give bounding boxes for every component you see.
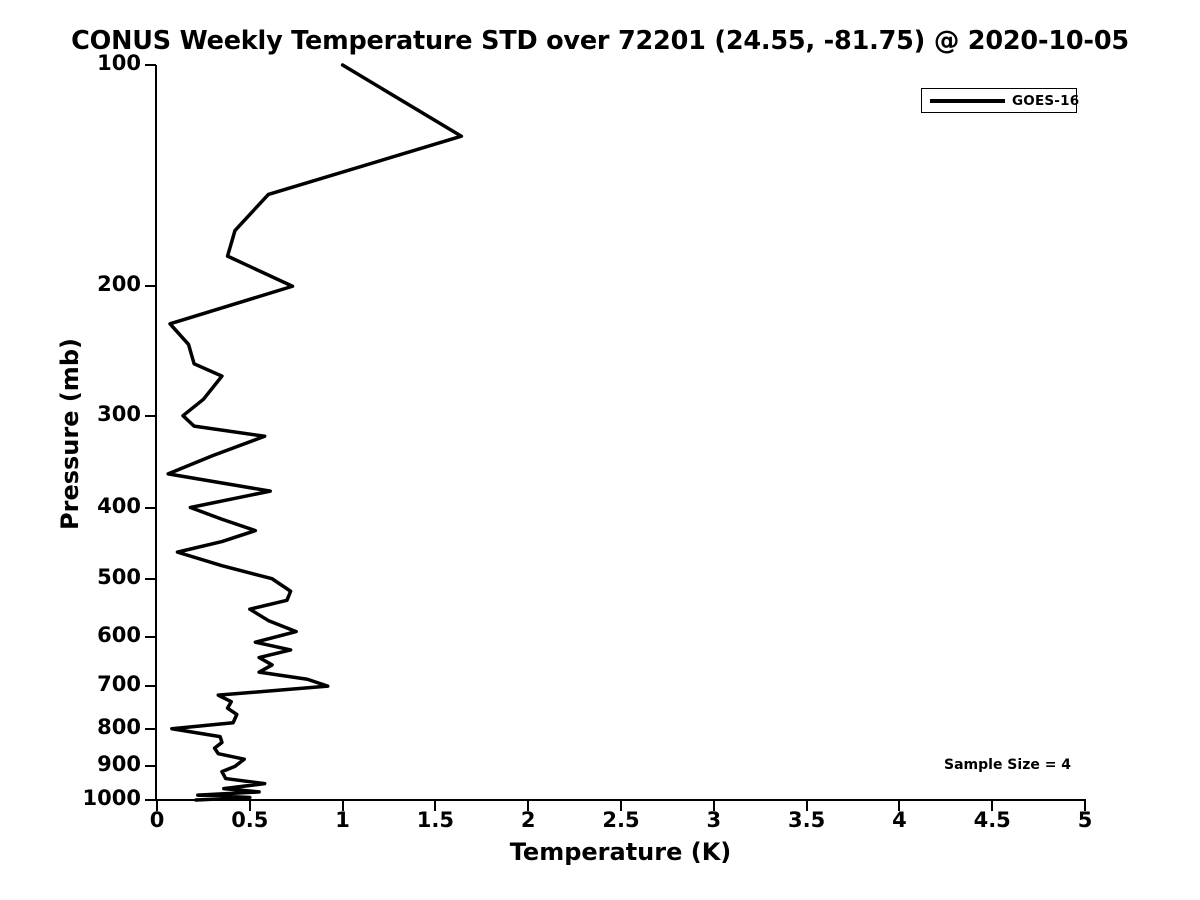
y-tick-mark xyxy=(145,765,156,768)
x-tick-label: 1 xyxy=(335,808,350,832)
y-tick-label: 800 xyxy=(97,714,141,739)
y-tick-label: 400 xyxy=(97,493,141,518)
x-tick-mark xyxy=(341,801,344,811)
y-tick-label: 1000 xyxy=(82,786,141,810)
x-tick-label: 4.5 xyxy=(973,808,1011,832)
page-title: CONUS Weekly Temperature STD over 72201 … xyxy=(71,26,1129,56)
x-tick-mark xyxy=(898,801,901,811)
y-tick-label: 100 xyxy=(97,51,141,75)
x-tick-label: 3.5 xyxy=(787,808,826,832)
x-tick-mark xyxy=(248,801,251,811)
y-axis-label: Pressure (mb) xyxy=(56,338,84,530)
y-tick-mark xyxy=(145,64,156,66)
y-tick-label: 500 xyxy=(97,564,141,589)
x-tick-label: 5 xyxy=(1077,808,1093,832)
x-tick-label: 0 xyxy=(149,808,165,832)
y-tick-mark xyxy=(145,506,156,509)
x-tick-label: 0.5 xyxy=(231,808,269,832)
x-tick-label: 3 xyxy=(706,808,722,832)
y-tick-label: 200 xyxy=(97,272,141,297)
x-tick-mark xyxy=(1084,801,1086,811)
x-tick-mark xyxy=(712,801,715,811)
y-tick-mark xyxy=(145,685,156,688)
x-axis-label: Temperature (K) xyxy=(509,838,732,866)
legend-label-goes-16: GOES-16 xyxy=(1012,93,1080,109)
x-tick-mark xyxy=(527,801,530,811)
x-axis-spine xyxy=(155,799,1086,802)
y-tick-label: 700 xyxy=(97,672,141,697)
y-tick-mark xyxy=(145,727,156,730)
x-tick-mark xyxy=(434,801,437,811)
y-axis-spine xyxy=(155,65,158,801)
legend-line-swatch xyxy=(930,99,1005,103)
y-tick-mark xyxy=(145,577,156,580)
series-line-goes-16 xyxy=(166,63,464,802)
x-tick-mark xyxy=(805,801,808,811)
sample-size-annotation: Sample Size = 4 xyxy=(944,757,1072,773)
y-tick-mark xyxy=(145,799,156,801)
x-tick-label: 1.5 xyxy=(416,808,454,832)
x-tick-label: 2 xyxy=(520,808,536,832)
y-tick-mark xyxy=(145,285,156,288)
y-tick-mark xyxy=(145,635,156,638)
x-tick-label: 4 xyxy=(892,808,907,832)
y-tick-label: 900 xyxy=(97,752,141,777)
legend: GOES-16 xyxy=(921,88,1080,113)
x-tick-mark xyxy=(620,801,622,811)
x-tick-label: 2.5 xyxy=(602,808,640,832)
y-tick-mark xyxy=(145,414,156,417)
x-tick-mark xyxy=(991,801,994,811)
x-tick-mark xyxy=(156,801,158,811)
y-tick-label: 300 xyxy=(97,401,141,426)
y-tick-label: 600 xyxy=(97,622,141,647)
